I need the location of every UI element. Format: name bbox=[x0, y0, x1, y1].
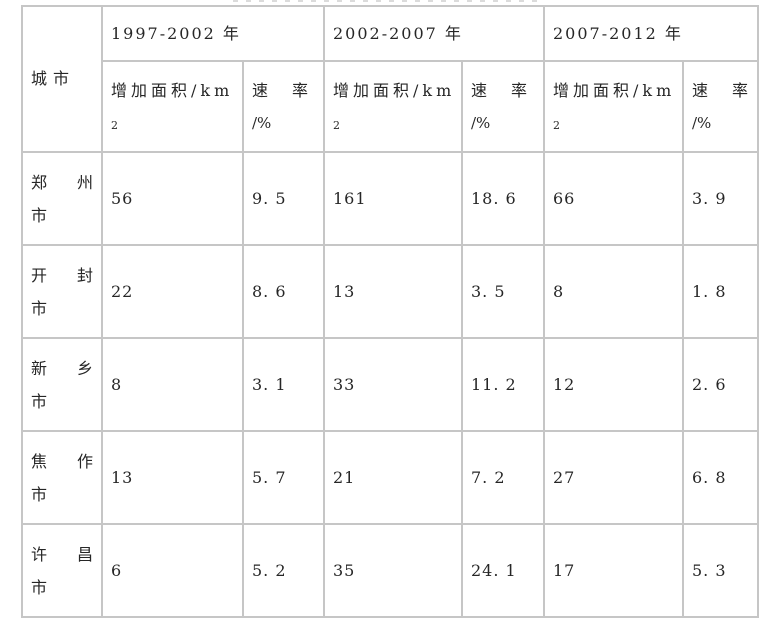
city-name-line1: 焦作 bbox=[31, 451, 93, 471]
table-row: 焦作 市 13 5. 7 21 7. 2 27 6. 8 bbox=[21, 430, 759, 525]
data-table: 城市 1997-2002 年 2002-2007 年 2007-2012 年 增… bbox=[21, 5, 759, 618]
table-row: 许昌 市 6 5. 2 35 24. 1 17 5. 3 bbox=[21, 523, 759, 618]
area-value-cell: 35 bbox=[323, 523, 463, 618]
city-name-line2: 市 bbox=[31, 484, 48, 504]
area-header-cell: 增加面积/km 2 bbox=[323, 60, 463, 153]
cropped-text-artifact bbox=[233, 0, 538, 2]
area-header-superscript: 2 bbox=[553, 118, 560, 132]
rate-header-unit: /% bbox=[692, 113, 712, 132]
area-value-cell: 13 bbox=[323, 244, 463, 339]
city-name-line1: 新乡 bbox=[31, 358, 93, 378]
city-cell: 许昌 市 bbox=[21, 523, 103, 618]
city-column-header: 城市 bbox=[31, 69, 76, 88]
rate-value-cell: 24. 1 bbox=[461, 523, 545, 618]
rate-header-unit: /% bbox=[471, 113, 491, 132]
rate-header-cell: 速率 /% bbox=[461, 60, 545, 153]
period-header-1997-2002: 1997-2002 年 bbox=[101, 5, 325, 62]
rate-header-unit: /% bbox=[252, 113, 272, 132]
corner-header-city-cell: 城市 bbox=[21, 5, 103, 153]
city-cell: 新乡 市 bbox=[21, 337, 103, 432]
rate-value-cell: 5. 7 bbox=[242, 430, 325, 525]
city-name-line2: 市 bbox=[31, 391, 48, 411]
city-name-line1: 许昌 bbox=[31, 544, 93, 564]
city-cell: 焦作 市 bbox=[21, 430, 103, 525]
area-header-superscript: 2 bbox=[111, 118, 118, 132]
area-value-cell: 27 bbox=[543, 430, 684, 525]
period-header-2002-2007: 2002-2007 年 bbox=[323, 5, 545, 62]
rate-header-label: 速率 bbox=[252, 80, 308, 100]
rate-header-cell: 速率 /% bbox=[242, 60, 325, 153]
rate-header-cell: 速率 /% bbox=[682, 60, 759, 153]
area-value-cell: 66 bbox=[543, 151, 684, 246]
area-header-cell: 增加面积/km 2 bbox=[543, 60, 684, 153]
area-header-cell: 增加面积/km 2 bbox=[101, 60, 244, 153]
area-value-cell: 8 bbox=[543, 244, 684, 339]
rate-value-cell: 18. 6 bbox=[461, 151, 545, 246]
header-row-periods: 城市 1997-2002 年 2002-2007 年 2007-2012 年 bbox=[21, 5, 759, 153]
city-name-line2: 市 bbox=[31, 298, 48, 318]
area-value-cell: 13 bbox=[101, 430, 244, 525]
area-value-cell: 22 bbox=[101, 244, 244, 339]
period-header-2007-2012: 2007-2012 年 bbox=[543, 5, 759, 62]
area-value-cell: 21 bbox=[323, 430, 463, 525]
rate-header-label: 速率 bbox=[692, 80, 748, 100]
rate-value-cell: 8. 6 bbox=[242, 244, 325, 339]
city-name-line1: 开封 bbox=[31, 265, 93, 285]
table-row: 郑州 市 56 9. 5 161 18. 6 66 3. 9 bbox=[21, 151, 759, 246]
rate-value-cell: 5. 2 bbox=[242, 523, 325, 618]
city-cell: 开封 市 bbox=[21, 244, 103, 339]
area-value-cell: 161 bbox=[323, 151, 463, 246]
area-header-superscript: 2 bbox=[333, 118, 340, 132]
table-row: 新乡 市 8 3. 1 33 11. 2 12 2. 6 bbox=[21, 337, 759, 432]
area-value-cell: 33 bbox=[323, 337, 463, 432]
city-name-line2: 市 bbox=[31, 205, 48, 225]
area-header-label: 增加面积/km bbox=[333, 80, 456, 100]
rate-header-label: 速率 bbox=[471, 80, 527, 100]
area-value-cell: 17 bbox=[543, 523, 684, 618]
rate-value-cell: 5. 3 bbox=[682, 523, 759, 618]
rate-value-cell: 2. 6 bbox=[682, 337, 759, 432]
table-row: 开封 市 22 8. 6 13 3. 5 8 1. 8 bbox=[21, 244, 759, 339]
city-name-line1: 郑州 bbox=[31, 172, 93, 192]
city-name-line2: 市 bbox=[31, 577, 48, 597]
header-row-metrics: 增加面积/km 2 速率 /% 增加面积/km 2 速率 /% 增加面积/km bbox=[22, 60, 759, 153]
rate-value-cell: 3. 5 bbox=[461, 244, 545, 339]
rate-value-cell: 1. 8 bbox=[682, 244, 759, 339]
area-value-cell: 6 bbox=[101, 523, 244, 618]
area-header-label: 增加面积/km bbox=[111, 80, 234, 100]
rate-value-cell: 6. 8 bbox=[682, 430, 759, 525]
area-value-cell: 56 bbox=[101, 151, 244, 246]
area-value-cell: 12 bbox=[543, 337, 684, 432]
rate-value-cell: 7. 2 bbox=[461, 430, 545, 525]
rate-value-cell: 9. 5 bbox=[242, 151, 325, 246]
area-value-cell: 8 bbox=[101, 337, 244, 432]
area-header-label: 增加面积/km bbox=[553, 80, 676, 100]
rate-value-cell: 3. 9 bbox=[682, 151, 759, 246]
rate-value-cell: 11. 2 bbox=[461, 337, 545, 432]
city-cell: 郑州 市 bbox=[21, 151, 103, 246]
rate-value-cell: 3. 1 bbox=[242, 337, 325, 432]
